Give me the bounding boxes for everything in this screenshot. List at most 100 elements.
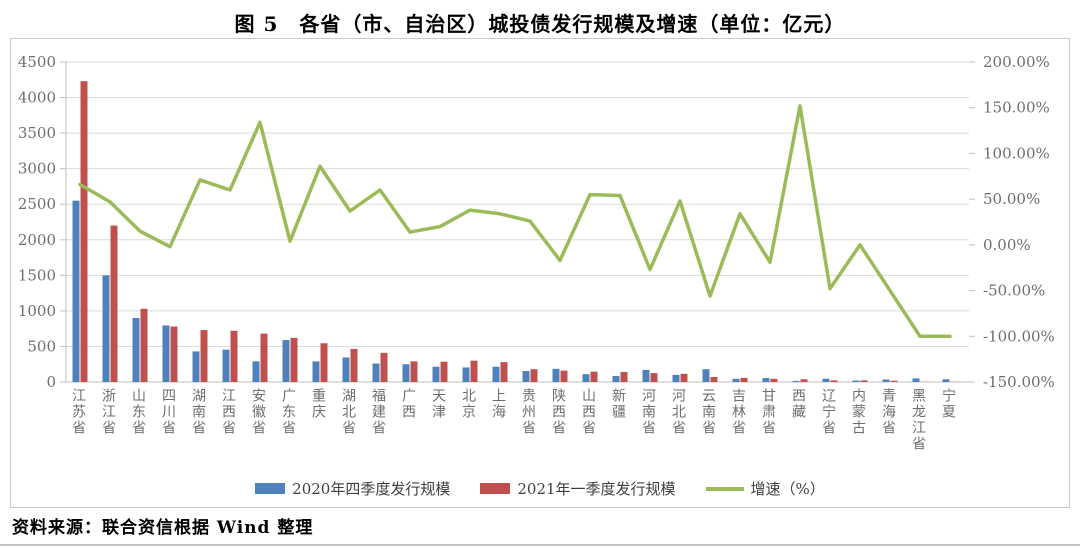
bar-2021-江西省 xyxy=(230,330,238,382)
x-axis-label-江苏省: 江苏省 xyxy=(70,388,86,436)
legend-item-2020: 2020年四季度发行规模 xyxy=(255,478,450,499)
left-axis-tick-label: 1500 xyxy=(18,266,56,284)
bar-2021-福建省 xyxy=(380,352,388,382)
legend-label-growth: 增速（%） xyxy=(750,480,825,498)
right-axis-tick-label: 150.00% xyxy=(983,99,1050,117)
bar-2020-湖南省 xyxy=(192,351,200,382)
bar-2021-北京 xyxy=(470,360,478,382)
bar-2021-陕西省 xyxy=(560,370,568,382)
figure-title: 图 5 各省（市、自治区）城投债发行规模及增速（单位：亿元） xyxy=(234,12,846,36)
bar-2020-广东省 xyxy=(282,340,290,382)
bar-2020-安徽省 xyxy=(252,361,260,382)
left-axis-tick-label: 2000 xyxy=(18,231,56,249)
x-axis-label-浙江省: 浙江省 xyxy=(100,388,116,436)
bar-2021-山西省 xyxy=(590,371,598,382)
legend-swatch-growth xyxy=(705,486,744,491)
x-axis-label-山东省: 山东省 xyxy=(130,388,146,436)
bar-2020-贵州省 xyxy=(522,370,530,382)
bar-2021-甘肃省 xyxy=(770,378,778,382)
bar-2020-陕西省 xyxy=(552,368,560,382)
bar-2020-宁夏 xyxy=(942,379,950,382)
bar-2021-四川省 xyxy=(170,326,178,382)
left-axis-tick-label: 4000 xyxy=(18,89,56,107)
bar-2020-四川省 xyxy=(162,325,170,382)
legend-label-2021: 2021年一季度发行规模 xyxy=(517,480,676,498)
x-axis-label-贵州省: 贵州省 xyxy=(520,388,536,436)
bar-2021-浙江省 xyxy=(110,225,118,382)
x-axis-label-湖北省: 湖北省 xyxy=(340,388,356,436)
chart-area: 4500 4000 3500 3000 2500 2000 1500 1000 500 0 200.… xyxy=(10,38,1070,508)
bar-2020-湖北省 xyxy=(342,357,350,382)
x-axis-label-青海省: 青海省 xyxy=(880,388,896,436)
x-axis-label-四川省: 四川省 xyxy=(160,388,176,436)
left-axis-tick-label: 3000 xyxy=(18,160,56,178)
bar-2020-江苏省 xyxy=(72,200,80,382)
bar-2021-广西 xyxy=(410,361,418,382)
x-axis-label-湖南省: 湖南省 xyxy=(190,388,206,436)
x-axis-label-陕西省: 陕西省 xyxy=(550,388,566,436)
x-axis-label-重庆: 重庆 xyxy=(310,388,326,420)
right-axis-tick-label: 50.00% xyxy=(983,190,1040,208)
right-axis-tick-label: -150.00% xyxy=(983,373,1055,391)
bar-2021-湖北省 xyxy=(350,348,358,382)
x-axis-label-甘肃省: 甘肃省 xyxy=(760,388,776,436)
bar-2020-西藏 xyxy=(792,380,800,382)
bar-2021-青海省 xyxy=(890,380,898,382)
x-axis-label-北京: 北京 xyxy=(460,388,476,420)
right-axis-tick-label: 0.00% xyxy=(983,236,1031,254)
bar-2020-山东省 xyxy=(132,318,140,382)
legend-item-growth: 增速（%） xyxy=(705,478,825,499)
growth-line xyxy=(78,104,952,339)
bar-2020-青海省 xyxy=(882,379,890,382)
left-axis-tick-label: 2500 xyxy=(18,195,56,213)
combo-chart: 4500 4000 3500 3000 2500 2000 1500 1000 500 0 200.… xyxy=(18,53,1055,391)
bar-2020-重庆 xyxy=(312,361,320,382)
bar-2020-广西 xyxy=(402,364,410,382)
bar-2021-湖南省 xyxy=(200,330,208,382)
bar-2020-新疆 xyxy=(612,375,620,382)
x-axis-label-广西: 广西 xyxy=(400,388,416,420)
bar-2021-山东省 xyxy=(140,308,148,382)
bar-2020-浙江省 xyxy=(102,275,110,382)
x-axis-label-山西省: 山西省 xyxy=(580,388,596,436)
left-axis-tick-label: 1000 xyxy=(18,302,56,320)
bottom-divider xyxy=(0,544,1080,546)
bar-2020-云南省 xyxy=(702,369,710,382)
bar-2021-内蒙古 xyxy=(860,380,868,382)
bar-2021-辽宁省 xyxy=(830,380,838,382)
legend: 2020年四季度发行规模 2021年一季度发行规模 增速（%） xyxy=(11,478,1069,499)
bar-2021-重庆 xyxy=(320,343,328,382)
x-axis-label-上海: 上海 xyxy=(490,388,506,420)
x-axis-label-西藏: 西藏 xyxy=(790,388,806,420)
bar-2020-河南省 xyxy=(642,369,650,382)
bar-2020-黑龙江省 xyxy=(912,378,920,382)
left-axis-tick-label: 3500 xyxy=(18,124,56,142)
bar-2020-内蒙古 xyxy=(852,380,860,382)
left-axis-tick-label: 4500 xyxy=(18,53,56,71)
right-axis-tick-label: 200.00% xyxy=(983,53,1050,71)
x-axis-label-内蒙古: 内蒙古 xyxy=(850,388,866,436)
legend-item-2021: 2021年一季度发行规模 xyxy=(480,478,676,499)
x-axis-label-新疆: 新疆 xyxy=(610,388,626,420)
left-axis-tick-label: 0 xyxy=(46,373,56,391)
x-axis-label-天津: 天津 xyxy=(430,388,446,420)
bar-2021-河北省 xyxy=(680,373,688,382)
bar-2021-云南省 xyxy=(710,377,718,382)
bar-2021-天津 xyxy=(440,361,448,382)
x-axis-label-吉林省: 吉林省 xyxy=(730,388,746,436)
x-axis-label-安徽省: 安徽省 xyxy=(250,388,266,436)
bar-2020-河北省 xyxy=(672,374,680,382)
right-axis-tick-label: -50.00% xyxy=(983,282,1045,300)
x-axis-label-河北省: 河北省 xyxy=(670,388,686,436)
x-axis-label-黑龙江省: 黑龙江省 xyxy=(910,388,926,452)
legend-swatch-2020 xyxy=(255,483,286,494)
x-axis-label-江西省: 江西省 xyxy=(220,388,236,436)
bar-2021-江苏省 xyxy=(80,81,88,382)
bar-2021-安徽省 xyxy=(260,333,268,382)
x-axis-label-云南省: 云南省 xyxy=(700,388,716,436)
bar-2021-吉林省 xyxy=(740,377,748,382)
right-axis-tick-label: 100.00% xyxy=(983,144,1050,162)
legend-swatch-2021 xyxy=(480,483,511,494)
x-axis-label-辽宁省: 辽宁省 xyxy=(820,388,836,436)
